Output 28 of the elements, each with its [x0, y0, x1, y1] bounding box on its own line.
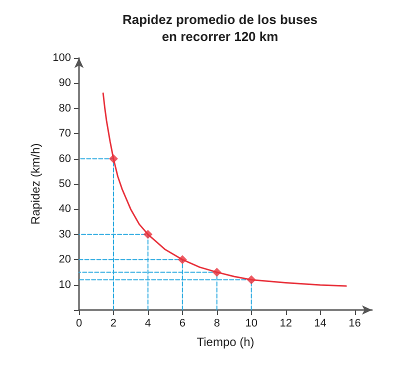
x-tick-label: 2	[110, 318, 117, 330]
point	[108, 154, 118, 164]
x-tick-label: 4	[144, 318, 152, 330]
point	[212, 268, 222, 277]
x-tick-label: 10	[245, 318, 258, 330]
y-tick-label: 60	[58, 152, 71, 165]
line-series	[102, 92, 347, 287]
x-tick-label: 8	[214, 318, 220, 330]
y-axis-title: Rapidez (km/h)	[28, 143, 43, 225]
point	[246, 275, 256, 284]
x-tick-label: 12	[280, 318, 292, 330]
chart-title: Rapidez promedio de los buses en recorrer 120 km	[122, 12, 318, 44]
y-tick-label: 30	[58, 228, 71, 240]
point	[143, 230, 152, 239]
y-tick-label: 40	[58, 203, 71, 216]
x-tick-label: 0	[76, 318, 82, 330]
x-tick-label: 14	[314, 318, 326, 330]
point	[178, 255, 187, 264]
y-tick-label: 20	[58, 254, 71, 266]
y-tick-label: 90	[58, 77, 71, 90]
y-tick-label: 50	[58, 178, 71, 190]
x-axis-title: Tiempo (h)	[196, 335, 254, 349]
x-tick-label: 16	[348, 318, 361, 330]
y-tick-label: 100	[52, 52, 71, 64]
y-tick-label: 70	[58, 128, 71, 140]
y-tick-label: 10	[58, 278, 71, 291]
y-tick-label: 80	[58, 102, 71, 114]
x-tick-label: 6	[179, 318, 186, 330]
